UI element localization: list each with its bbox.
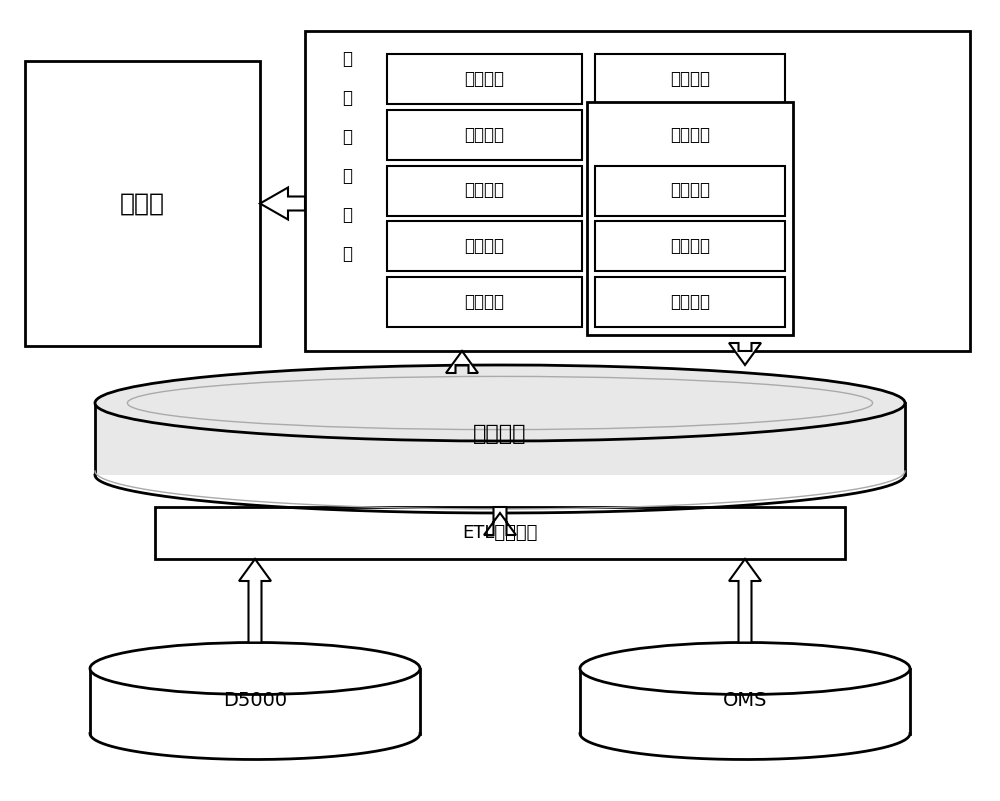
Text: 模: 模 [342,206,352,224]
Text: 数据模型: 数据模型 [473,424,527,444]
Bar [305,31,970,351]
Bar [90,669,420,734]
Bar [595,110,785,160]
Text: 在线监测: 在线监测 [670,182,710,199]
Text: 信息处置: 信息处置 [670,126,710,144]
Text: 工作交流: 工作交流 [670,292,710,311]
Text: 告警抑制: 告警抑制 [464,292,505,311]
Polygon shape [260,187,305,219]
Bar [580,669,910,734]
Text: 显示屏: 显示屏 [120,191,165,215]
Polygon shape [729,343,761,365]
Polygon shape [239,559,271,642]
Text: OMS: OMS [723,691,767,710]
Bar [155,507,845,559]
Bar [387,221,582,271]
Text: 事故跳闸: 事故跳闸 [464,126,505,144]
Text: 主: 主 [342,128,352,146]
Ellipse shape [95,365,905,441]
Polygon shape [484,507,516,535]
Ellipse shape [90,642,420,694]
Text: 运行方式: 运行方式 [464,70,505,88]
Bar [95,403,905,475]
Text: 运维情况: 运维情况 [670,237,710,255]
Text: 题: 题 [342,167,352,185]
Polygon shape [729,559,761,642]
Bar [387,110,582,160]
Text: 显: 显 [342,50,352,68]
Polygon shape [446,351,478,373]
Bar [387,54,582,104]
Text: 设备缺陷: 设备缺陷 [464,182,505,199]
Ellipse shape [127,376,873,429]
Text: 示: 示 [342,89,352,107]
Bar [587,102,793,335]
Bar [595,54,785,104]
Text: 倒闸操作: 倒闸操作 [464,237,505,255]
Text: 无功电压: 无功电压 [670,70,710,88]
Bar [387,276,582,327]
Bar [387,166,582,215]
Bar [25,61,260,346]
Bar [595,166,785,215]
Text: 块: 块 [342,245,352,263]
Bar [595,221,785,271]
Ellipse shape [580,642,910,694]
Text: ETL数据整合: ETL数据整合 [462,524,538,542]
Text: D5000: D5000 [223,691,287,710]
Bar [595,276,785,327]
